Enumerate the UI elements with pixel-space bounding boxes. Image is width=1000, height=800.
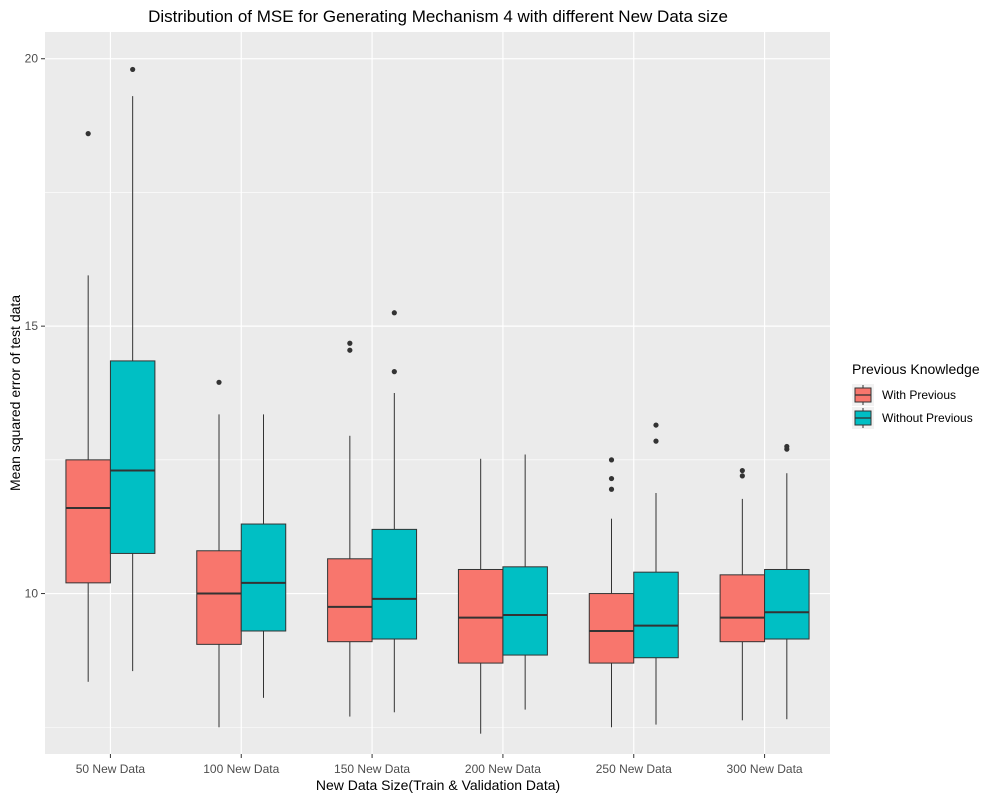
box-with-previous: [588, 457, 635, 728]
outlier-point: [216, 379, 222, 385]
y-tick-label: 20: [25, 52, 39, 66]
box-group: [65, 66, 810, 734]
outlier-point: [347, 340, 353, 346]
legend-title: Previous Knowledge: [852, 361, 980, 377]
legend-label: Without Previous: [882, 411, 973, 425]
legend: Previous Knowledge With Previous Without …: [852, 361, 980, 429]
box-with-previous: [719, 467, 766, 721]
box-with-previous: [457, 458, 504, 734]
outlier-point: [130, 66, 136, 73]
box-body: [65, 459, 111, 584]
box-without-previous: [109, 66, 156, 672]
box-with-previous: [196, 379, 242, 728]
box-without-previous: [371, 310, 418, 713]
x-axis-title: New Data Size(Train & Validation Data): [316, 777, 560, 793]
legend-item: Without Previous: [852, 407, 973, 429]
outlier-point: [653, 422, 659, 428]
box-with-previous: [327, 340, 373, 717]
y-axis-title: Mean squared error of test data: [7, 295, 23, 491]
box-body: [764, 568, 810, 640]
x-tick-label: 100 New Data: [203, 762, 279, 776]
x-tick-label: 300 New Data: [727, 762, 803, 776]
box-body: [633, 571, 679, 659]
box-body: [109, 360, 156, 554]
outlier-point: [347, 347, 353, 353]
outlier-point: [85, 131, 91, 137]
outlier-point: [784, 443, 790, 450]
box-without-previous: [764, 443, 810, 720]
x-tick-label: 50 New Data: [76, 762, 146, 776]
box-without-previous: [502, 454, 548, 710]
legend-label: With Previous: [882, 388, 956, 402]
box-body: [240, 523, 287, 632]
box-body: [502, 566, 548, 656]
box-body: [196, 550, 242, 645]
legend-item: With Previous: [852, 384, 956, 406]
outlier-point: [739, 473, 745, 479]
x-tick-label: 250 New Data: [596, 762, 672, 776]
outlier-point: [608, 457, 615, 463]
x-tick-label: 150 New Data: [334, 762, 410, 776]
outlier-point: [608, 475, 615, 482]
box-body: [588, 593, 635, 664]
x-tick-label: 200 New Data: [465, 762, 541, 776]
outlier-point: [391, 310, 397, 316]
box-body: [327, 558, 373, 643]
box-without-previous: [633, 422, 679, 725]
outlier-point: [391, 369, 397, 375]
box-body: [371, 528, 418, 640]
axes: 10 15 20 50 New Data 100 New Data 150 New Dat…: [25, 52, 803, 776]
y-tick-label: 10: [25, 587, 39, 601]
box-without-previous: [240, 414, 287, 698]
y-tick-label: 15: [25, 319, 39, 333]
outlier-point: [608, 486, 615, 492]
chart-title: Distribution of MSE for Generating Mecha…: [148, 7, 728, 26]
box-body: [457, 568, 504, 664]
outlier-point: [739, 467, 745, 474]
box-body: [719, 574, 766, 643]
plot-panel: [45, 32, 830, 754]
outlier-point: [653, 438, 659, 444]
